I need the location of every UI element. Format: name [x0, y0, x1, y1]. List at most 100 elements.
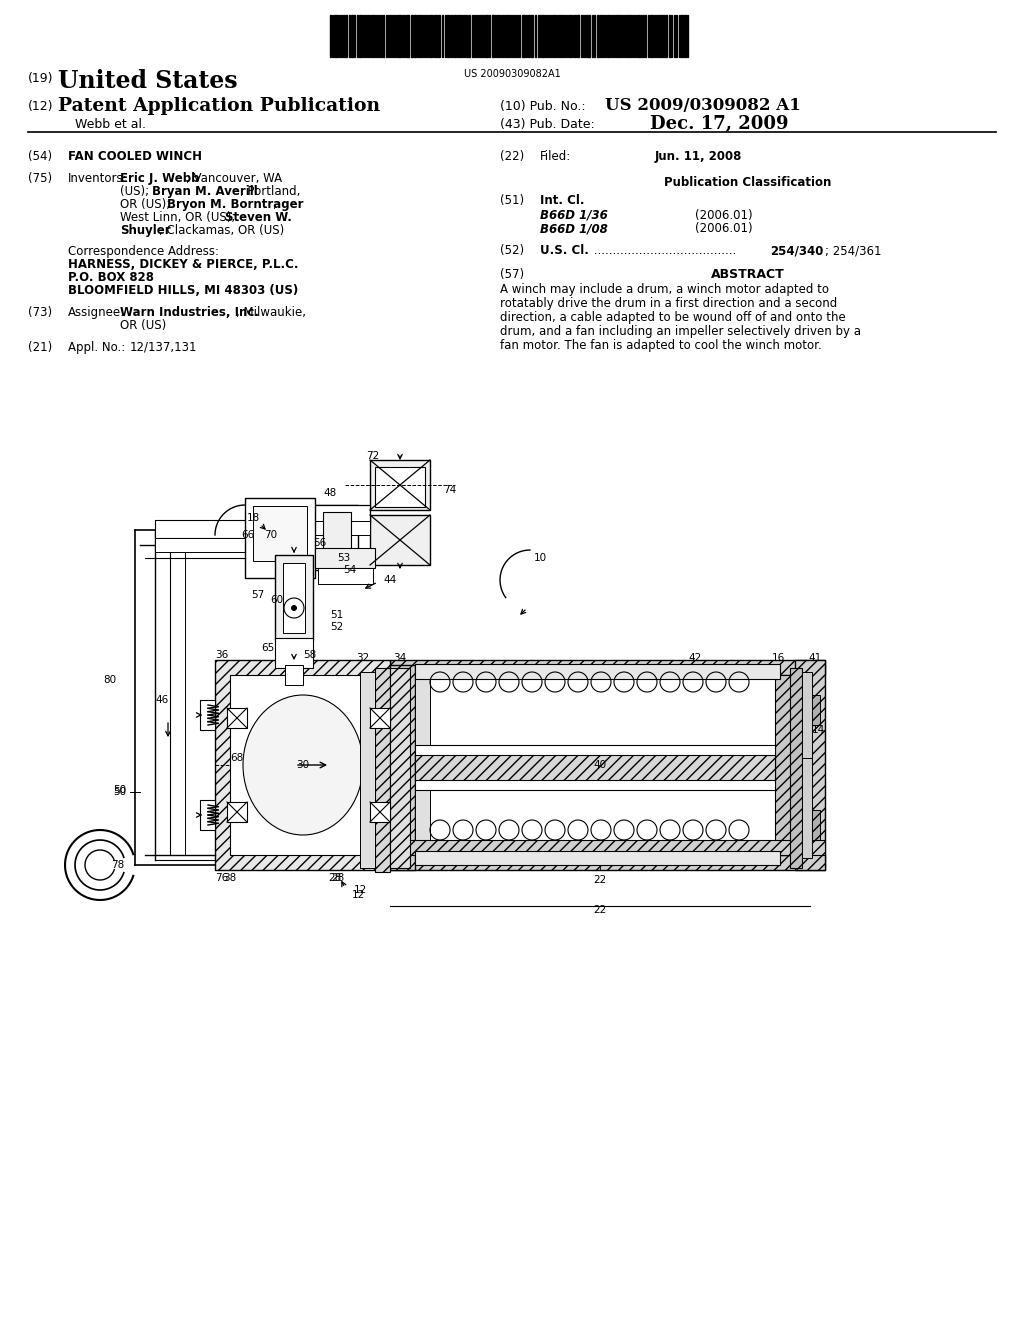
Text: 70: 70 — [264, 531, 278, 540]
Text: 12: 12 — [351, 890, 365, 900]
Text: 60: 60 — [270, 595, 284, 605]
Bar — [790, 668, 802, 869]
Bar — [315, 521, 370, 535]
Text: 30: 30 — [296, 760, 309, 770]
Bar — [638, 15, 640, 57]
Text: ......................................: ...................................... — [590, 244, 736, 257]
Bar — [485, 15, 488, 57]
Text: HARNESS, DICKEY & PIERCE, P.L.C.: HARNESS, DICKEY & PIERCE, P.L.C. — [68, 257, 299, 271]
Bar — [438, 15, 440, 57]
Bar — [802, 758, 812, 858]
Bar — [435, 15, 437, 57]
Bar — [411, 15, 413, 57]
Text: rotatably drive the drum in a first direction and a second: rotatably drive the drum in a first dire… — [500, 297, 838, 310]
Text: 50: 50 — [114, 787, 127, 797]
Bar — [415, 851, 780, 865]
Bar — [375, 668, 390, 873]
Bar — [553, 15, 555, 57]
Text: US 2009/0309082 A1: US 2009/0309082 A1 — [605, 96, 801, 114]
Text: 14: 14 — [811, 725, 824, 735]
Text: 74: 74 — [443, 484, 457, 495]
Text: Dec. 17, 2009: Dec. 17, 2009 — [650, 115, 788, 133]
Bar — [542, 15, 544, 57]
Bar — [245, 498, 315, 578]
Text: 16: 16 — [771, 653, 784, 663]
Text: ABSTRACT: ABSTRACT — [711, 268, 784, 281]
Text: Bryan M. Averill: Bryan M. Averill — [152, 185, 257, 198]
Text: U.S. Cl.: U.S. Cl. — [540, 244, 589, 257]
Text: 42: 42 — [688, 653, 701, 663]
Bar — [390, 668, 410, 869]
Bar — [370, 459, 430, 510]
Text: United States: United States — [58, 69, 238, 92]
Text: ,: , — [272, 198, 276, 211]
Bar — [480, 15, 482, 57]
Text: (19): (19) — [28, 73, 53, 84]
Bar — [200, 700, 215, 730]
Bar — [597, 15, 599, 57]
Text: , Milwaukie,: , Milwaukie, — [236, 306, 306, 319]
Ellipse shape — [243, 696, 362, 836]
Text: 50: 50 — [114, 785, 127, 795]
Bar — [283, 564, 305, 634]
Text: , Portland,: , Portland, — [240, 185, 300, 198]
Text: 65: 65 — [261, 643, 274, 653]
Text: 76: 76 — [215, 873, 228, 883]
Bar — [802, 672, 812, 772]
Bar — [419, 15, 421, 57]
Circle shape — [291, 605, 297, 611]
Bar — [795, 660, 825, 870]
Text: direction, a cable adapted to be wound off of and onto the: direction, a cable adapted to be wound o… — [500, 312, 846, 323]
Text: (75): (75) — [28, 172, 52, 185]
Text: 68: 68 — [230, 752, 244, 763]
Text: 12: 12 — [353, 884, 367, 895]
Bar — [285, 665, 303, 685]
Text: , Vancouver, WA: , Vancouver, WA — [186, 172, 283, 185]
Text: (73): (73) — [28, 306, 52, 319]
Bar — [390, 665, 415, 870]
Text: B66D 1/08: B66D 1/08 — [540, 222, 608, 235]
Text: 254/340: 254/340 — [770, 244, 823, 257]
Text: Bryon M. Borntrager: Bryon M. Borntrager — [168, 198, 304, 211]
Text: 58: 58 — [303, 649, 316, 660]
Bar — [812, 810, 820, 840]
Bar — [390, 840, 825, 855]
Text: 51: 51 — [331, 610, 344, 620]
Bar — [334, 15, 337, 57]
Text: (43) Pub. Date:: (43) Pub. Date: — [500, 117, 595, 131]
Text: OR (US);: OR (US); — [120, 198, 174, 211]
Bar — [497, 15, 499, 57]
Text: Appl. No.:: Appl. No.: — [68, 341, 125, 354]
Bar — [398, 15, 401, 57]
Bar — [230, 675, 375, 855]
Bar — [372, 15, 374, 57]
Bar — [522, 15, 525, 57]
Text: P.O. BOX 828: P.O. BOX 828 — [68, 271, 154, 284]
Bar — [155, 539, 315, 552]
Bar — [360, 672, 375, 869]
Bar — [275, 554, 313, 640]
Text: Webb et al.: Webb et al. — [75, 117, 146, 131]
Bar — [275, 638, 313, 668]
Text: (57): (57) — [500, 268, 524, 281]
Bar — [390, 855, 825, 870]
Text: 56: 56 — [313, 539, 327, 548]
Text: 72: 72 — [367, 451, 380, 461]
Text: (US);: (US); — [120, 185, 153, 198]
Text: (51): (51) — [500, 194, 524, 207]
Bar — [415, 755, 775, 780]
Bar — [415, 671, 430, 865]
Text: Int. Cl.: Int. Cl. — [540, 194, 585, 207]
Bar — [626, 15, 628, 57]
Bar — [600, 15, 602, 57]
Text: 80: 80 — [103, 675, 117, 685]
Bar — [454, 15, 456, 57]
Text: Jun. 11, 2008: Jun. 11, 2008 — [655, 150, 742, 162]
Text: 41: 41 — [808, 653, 821, 663]
Bar — [430, 15, 432, 57]
Text: A winch may include a drum, a winch motor adapted to: A winch may include a drum, a winch moto… — [500, 282, 829, 296]
Bar — [227, 803, 247, 822]
Text: 22: 22 — [593, 906, 606, 915]
Bar — [318, 568, 373, 583]
Text: US 20090309082A1: US 20090309082A1 — [464, 69, 560, 79]
